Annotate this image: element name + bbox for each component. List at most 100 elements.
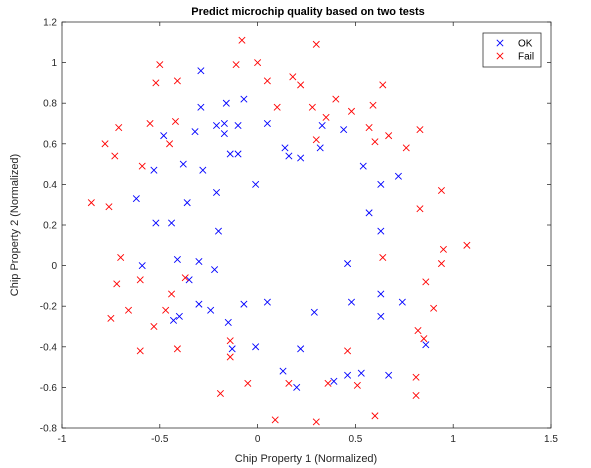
point-ok bbox=[213, 122, 221, 130]
point-fail bbox=[273, 103, 281, 111]
point-ok bbox=[377, 312, 385, 320]
point-ok bbox=[263, 298, 271, 306]
point-fail bbox=[332, 95, 340, 103]
point-ok bbox=[220, 130, 228, 138]
point-ok bbox=[168, 219, 176, 227]
x-tick-label: -1 bbox=[58, 434, 67, 445]
point-ok bbox=[340, 126, 348, 134]
plot-area bbox=[61, 21, 552, 429]
point-ok bbox=[240, 95, 248, 103]
y-tick-label: 1 bbox=[51, 58, 57, 69]
x-tick-label: 1 bbox=[450, 434, 456, 445]
point-fail bbox=[146, 119, 154, 128]
point-ok bbox=[197, 67, 205, 75]
point-fail bbox=[347, 107, 356, 115]
y-tick-label: -0.8 bbox=[40, 424, 58, 435]
point-fail bbox=[312, 418, 320, 426]
point-ok bbox=[195, 258, 203, 266]
legend-marker-fail bbox=[496, 52, 504, 60]
point-fail bbox=[115, 124, 123, 132]
point-fail bbox=[430, 304, 438, 312]
y-tick-label: 0 bbox=[51, 261, 57, 272]
x-tick-label: 0 bbox=[255, 434, 261, 445]
y-axis: -0.8 -0.6 -0.4 -0.2 0 0.2 0.4 0.6 0.8 1 1.2 bbox=[40, 18, 551, 435]
point-fail bbox=[344, 347, 352, 355]
legend-label-fail: Fail bbox=[518, 52, 534, 63]
legend: OK Fail bbox=[482, 32, 542, 68]
point-fail bbox=[312, 136, 320, 144]
point-ok bbox=[150, 166, 158, 174]
point-fail bbox=[285, 379, 293, 387]
point-fail bbox=[244, 379, 252, 387]
x-tick-label: 0.5 bbox=[348, 434, 362, 445]
y-tick-label: 1.2 bbox=[43, 18, 57, 29]
legend-label-ok: OK bbox=[518, 39, 533, 50]
point-ok bbox=[344, 260, 352, 268]
point-ok bbox=[214, 227, 222, 235]
point-ok bbox=[394, 172, 402, 180]
point-ok bbox=[199, 166, 207, 174]
y-tick-label: 0.8 bbox=[43, 99, 57, 110]
x-tick-label: 1.5 bbox=[544, 434, 558, 445]
point-fail bbox=[412, 392, 420, 400]
point-ok bbox=[226, 150, 234, 158]
point-fail bbox=[414, 327, 422, 335]
y-tick-label: -0.6 bbox=[40, 383, 58, 394]
point-ok bbox=[211, 266, 219, 274]
point-fail bbox=[416, 205, 424, 213]
point-ok bbox=[359, 162, 367, 170]
point-fail bbox=[117, 253, 125, 261]
point-fail bbox=[422, 278, 430, 286]
point-fail bbox=[385, 132, 393, 140]
point-fail bbox=[156, 61, 164, 69]
point-ok bbox=[385, 371, 393, 379]
point-fail bbox=[308, 103, 316, 111]
point-fail bbox=[439, 245, 447, 253]
y-tick-label: 0.4 bbox=[43, 180, 57, 191]
chart-title: Predict microchip quality based on two t… bbox=[191, 6, 425, 18]
point-fail bbox=[111, 152, 119, 160]
point-fail bbox=[136, 347, 144, 355]
point-fail bbox=[181, 274, 189, 282]
point-fail bbox=[152, 79, 160, 87]
point-fail bbox=[371, 138, 379, 146]
y-axis-title: Chip Property 2 (Normalized) bbox=[9, 154, 21, 296]
point-ok bbox=[422, 341, 430, 349]
point-fail bbox=[101, 140, 109, 148]
y-tick-label: 0.2 bbox=[43, 221, 57, 232]
point-ok bbox=[377, 180, 385, 188]
point-fail bbox=[437, 260, 445, 268]
x-tick-label: -0.5 bbox=[151, 434, 169, 445]
point-fail bbox=[105, 203, 113, 211]
point-ok bbox=[377, 290, 385, 298]
legend-marker-ok bbox=[496, 39, 504, 47]
series-fail bbox=[87, 36, 471, 426]
point-ok bbox=[281, 144, 289, 152]
point-ok bbox=[160, 132, 168, 140]
point-fail bbox=[150, 322, 158, 331]
point-fail bbox=[379, 253, 387, 261]
point-fail bbox=[226, 337, 234, 345]
point-fail bbox=[353, 381, 361, 389]
point-fail bbox=[297, 81, 305, 89]
point-ok bbox=[222, 99, 230, 107]
x-axis-title: Chip Property 1 (Normalized) bbox=[235, 453, 377, 465]
data-series bbox=[87, 36, 471, 426]
point-fail bbox=[113, 280, 121, 288]
point-fail bbox=[271, 416, 279, 424]
y-tick-label: -0.4 bbox=[40, 342, 58, 353]
point-ok bbox=[240, 300, 248, 308]
point-fail bbox=[107, 314, 115, 322]
point-fail bbox=[136, 276, 144, 284]
point-fail bbox=[371, 412, 379, 420]
point-fail bbox=[173, 77, 181, 85]
y-tick-label: 0.6 bbox=[43, 139, 57, 150]
point-ok bbox=[357, 369, 365, 377]
point-fail bbox=[166, 140, 174, 148]
point-fail bbox=[232, 61, 240, 69]
point-ok bbox=[175, 312, 183, 320]
point-ok bbox=[191, 128, 199, 136]
point-ok bbox=[169, 316, 178, 324]
point-ok bbox=[365, 209, 373, 217]
